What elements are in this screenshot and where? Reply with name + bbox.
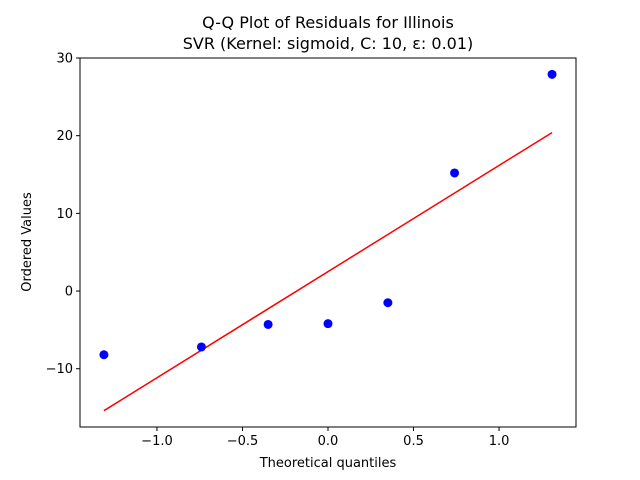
y-axis-ticks: −10 0 10 20 30: [46, 52, 80, 377]
residual-point: [99, 350, 109, 360]
plot-marks: [99, 69, 557, 412]
y-tick-label: 30: [56, 52, 73, 67]
y-tick-label: 0: [65, 285, 73, 300]
reference-fit-line: [103, 131, 553, 412]
x-tick-label: −1.0: [141, 434, 173, 449]
residual-point: [263, 319, 273, 329]
x-tick-label: 0.5: [403, 434, 424, 449]
residual-point: [196, 342, 206, 352]
residual-point: [323, 319, 333, 329]
y-tick-label: −10: [46, 362, 73, 377]
x-axis-ticks: −1.0 −0.5 0.0 0.5 1.0: [141, 427, 509, 449]
residual-point: [383, 298, 393, 308]
y-axis-label: Ordered Values: [20, 192, 35, 292]
chart-title-line1: Q-Q Plot of Residuals for Illinois: [202, 13, 454, 32]
residual-point: [547, 69, 557, 79]
x-axis-label: Theoretical quantiles: [259, 456, 397, 471]
x-tick-label: −0.5: [227, 434, 259, 449]
x-tick-label: 0.0: [318, 434, 339, 449]
chart-title-line2: SVR (Kernel: sigmoid, C: 10, ε: 0.01): [183, 34, 474, 53]
y-tick-label: 20: [56, 129, 73, 144]
plot-area-frame: [79, 57, 577, 428]
y-tick-label: 10: [56, 207, 73, 222]
residual-point: [450, 168, 460, 178]
x-tick-label: 1.0: [489, 434, 510, 449]
